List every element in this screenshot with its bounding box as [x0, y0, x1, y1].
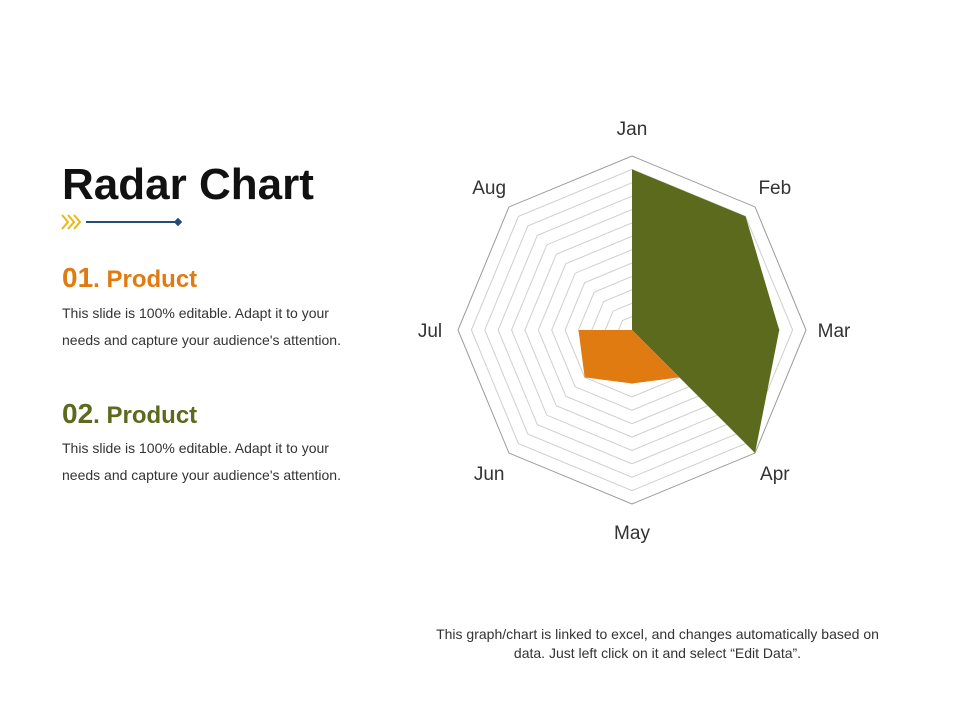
product-1-heading: 01. Product [62, 262, 197, 294]
axis-label-aug: Aug [472, 178, 506, 199]
product-2-number: 02 [62, 398, 94, 429]
series-2-area [578, 196, 680, 384]
slide-title: Radar Chart [62, 160, 314, 209]
grid-ring-13 [457, 155, 807, 505]
title-decoration [61, 214, 183, 230]
chevrons-icon [61, 214, 82, 230]
product-1-description: This slide is 100% editable. Adapt it to… [62, 305, 341, 348]
chart-footnote: This graph/chart is linked to excel, and… [436, 626, 879, 661]
product-1-name: . Product [93, 266, 198, 293]
axis-label-feb: Feb [758, 178, 791, 199]
axis-label-apr: Apr [760, 464, 790, 485]
axis-label-jul: Jul [418, 321, 442, 342]
product-2-heading: 02. Product [62, 398, 197, 430]
axis-label-mar: Mar [818, 321, 851, 342]
product-2-description: This slide is 100% editable. Adapt it to… [62, 440, 341, 483]
axis-label-may: May [614, 523, 650, 544]
series-1-area [632, 169, 780, 454]
axis-label-jun: Jun [474, 464, 505, 485]
product-1-number: 01 [62, 262, 94, 293]
grid-ring-12 [470, 168, 794, 492]
axis-label-jan: Jan [617, 119, 648, 140]
product-2-name: . Product [93, 402, 198, 429]
